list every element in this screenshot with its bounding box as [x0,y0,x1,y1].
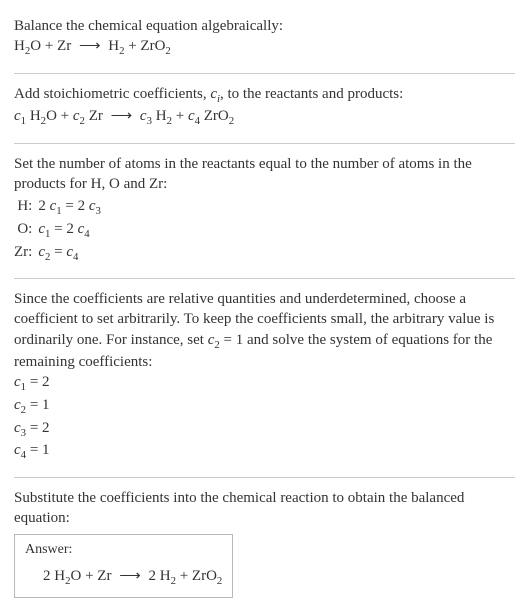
final-text: Substitute the coefficients into the che… [14,488,515,529]
intro-equation: H2O + Zr ⟶ H2 + ZrO2 [14,36,515,59]
hmid: = 2 [62,198,89,214]
sp4s: 2 [229,115,234,127]
a2b: + ZrO [176,568,217,584]
sp3b: + [172,108,188,124]
label-o: O: [14,219,38,242]
r3: c [14,420,21,436]
intro-text: Balance the chemical equation algebraica… [14,16,515,36]
section-intro: Balance the chemical equation algebraica… [14,10,515,69]
oc4s: 4 [84,228,89,240]
rhs-zro2-sub: 2 [165,45,170,57]
lhs-rest: O + Zr [30,38,71,54]
label-h: H: [14,196,38,219]
r2: c [14,397,21,413]
lhs-h: H [14,38,25,54]
atoms-text: Set the number of atoms in the reactants… [14,154,515,195]
eq-o: c1 = 2 c4 [38,219,107,242]
eq-zr: c2 = c4 [38,242,107,265]
sp2: Zr [85,108,103,124]
sp1b: O + [46,108,73,124]
section-final: Substitute the coefficients into the che… [14,482,515,602]
r3v: = 2 [26,420,49,436]
a1: 2 H [43,568,65,584]
zmid: = [50,244,66,260]
row-o: O: c1 = 2 c4 [14,219,107,242]
eq-h: 2 c1 = 2 c3 [38,196,107,219]
sp1: H [26,108,41,124]
r4v: = 1 [26,442,49,458]
section-atoms: Set the number of atoms in the reactants… [14,148,515,274]
oc1: c [38,221,45,237]
res1: c1 = 2 [14,372,515,395]
c3: c [140,108,147,124]
divider [14,477,515,478]
zc2: c [38,244,45,260]
rhs-plus: + ZrO [124,38,165,54]
c2: c [73,108,80,124]
omid: = 2 [50,221,77,237]
a2: 2 H [148,568,170,584]
res3: c3 = 2 [14,418,515,441]
r1: c [14,374,21,390]
divider [14,278,515,279]
ha: 2 [38,198,49,214]
c1: c [14,108,21,124]
arrow2: ⟶ [107,106,137,126]
arrow: ⟶ [75,36,105,56]
sp3: H [152,108,167,124]
t1: Add stoichiometric coefficients, [14,86,210,102]
section-coeffs: Add stoichiometric coefficients, ci, to … [14,78,515,139]
hc3s: 3 [96,205,101,217]
c4: c [188,108,195,124]
label-zr: Zr: [14,242,38,265]
ci: c [210,86,217,102]
r4: c [14,442,21,458]
answer-equation: 2 H2O + Zr ⟶ 2 H2 + ZrO2 [25,566,222,589]
hc3: c [89,198,96,214]
coeff-text: Add stoichiometric coefficients, ci, to … [14,84,515,107]
answer-label: Answer: [25,541,222,560]
answer-box: Answer: 2 H2O + Zr ⟶ 2 H2 + ZrO2 [14,534,233,597]
atom-equations: H: 2 c1 = 2 c3 O: c1 = 2 c4 Zr: c2 = c4 [14,196,107,264]
cvmid: = 1 [220,332,243,348]
arrow3: ⟶ [115,566,145,586]
r2v: = 1 [26,397,49,413]
a1b: O + Zr [71,568,112,584]
a2s2: 2 [217,575,222,587]
rhs-h: H [108,38,119,54]
row-h: H: 2 c1 = 2 c3 [14,196,107,219]
res2: c2 = 1 [14,395,515,418]
solve-text: Since the coefficients are relative quan… [14,289,515,372]
coeff-results: c1 = 2 c2 = 1 c3 = 2 c4 = 1 [14,372,515,462]
zc4s: 4 [73,251,78,263]
t1b: , to the reactants and products: [220,86,403,102]
section-solve: Since the coefficients are relative quan… [14,283,515,473]
row-zr: Zr: c2 = c4 [14,242,107,265]
divider [14,73,515,74]
res4: c4 = 1 [14,440,515,463]
r1v: = 2 [26,374,49,390]
divider [14,143,515,144]
coeff-equation: c1 H2O + c2 Zr ⟶ c3 H2 + c4 ZrO2 [14,106,515,129]
sp4: ZrO [200,108,229,124]
